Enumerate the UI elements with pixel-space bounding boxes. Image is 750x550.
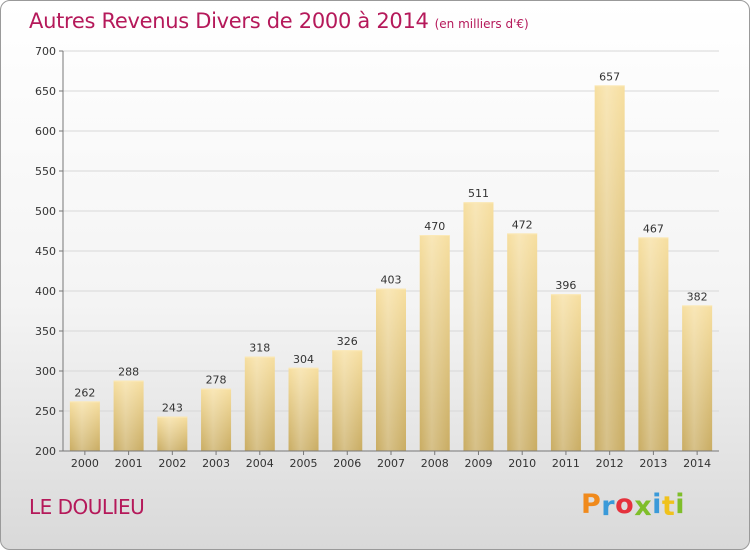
y-tick-label: 300	[35, 365, 56, 378]
bar-highlight	[113, 380, 144, 451]
logo-letter: t	[661, 491, 676, 522]
bar-highlight	[69, 401, 100, 451]
y-tick-label: 250	[35, 405, 56, 418]
y-tick-label: 500	[35, 205, 56, 218]
bar-highlight	[288, 367, 319, 451]
x-tick-label: 2014	[683, 457, 711, 470]
data-label: 467	[643, 222, 664, 235]
place-name: LE DOULIEU	[29, 495, 145, 519]
x-tick-label: 2001	[115, 457, 143, 470]
bar-highlight	[550, 294, 581, 451]
x-tick-label: 2008	[421, 457, 449, 470]
bar-highlight	[507, 233, 538, 451]
axes: 200 250 300 350 400 450 500 550 600 650 700 2000 200…	[35, 45, 719, 470]
x-tick-label: 2013	[639, 457, 667, 470]
data-label: 243	[162, 402, 183, 415]
logo-letter: o	[615, 489, 635, 520]
data-label: 511	[468, 187, 489, 200]
x-tick-label: 2007	[377, 457, 405, 470]
data-label: 278	[206, 374, 227, 387]
bar-highlight	[244, 356, 275, 451]
bar-highlight	[157, 416, 188, 451]
logo-letter: x	[634, 491, 653, 522]
data-label: 318	[249, 342, 270, 355]
chart-title: Autres Revenus Divers de 2000 à 2014 (en …	[29, 9, 529, 33]
y-tick-label: 400	[35, 285, 56, 298]
labels: 262 288 243 278 318 304 326 403 470 511 472 396 657 4…	[74, 70, 707, 414]
data-label: 403	[381, 274, 402, 287]
bar-highlight	[463, 202, 494, 451]
bar-highlight	[594, 85, 625, 452]
logo-letter: i	[675, 489, 686, 520]
x-tick-label: 2009	[464, 457, 492, 470]
x-tick-label: 2005	[290, 457, 318, 470]
data-label: 288	[118, 366, 139, 379]
logo-letter: i	[652, 489, 662, 520]
data-label: 262	[74, 386, 95, 399]
data-label: 326	[337, 335, 358, 348]
x-tick-label: 2011	[552, 457, 580, 470]
logo-letter: r	[601, 491, 616, 522]
bar-highlight	[419, 235, 450, 451]
logo-letter: P	[581, 489, 602, 520]
y-tick-label: 550	[35, 165, 56, 178]
data-label: 396	[555, 279, 576, 292]
data-label: 470	[424, 220, 445, 233]
x-tick-label: 2012	[596, 457, 624, 470]
data-label: 472	[512, 218, 533, 231]
bar-highlight	[682, 305, 713, 451]
x-tick-label: 2010	[508, 457, 536, 470]
bars	[69, 85, 713, 452]
y-tick-label: 700	[35, 45, 56, 58]
chart-title-text: Autres Revenus Divers de 2000 à 2014	[29, 9, 429, 33]
data-label: 382	[687, 290, 708, 303]
bar-highlight	[638, 237, 669, 451]
data-label: 304	[293, 353, 314, 366]
y-tick-label: 200	[35, 445, 56, 458]
chart-subtitle: (en milliers d'€)	[434, 17, 529, 31]
bar-highlight	[332, 350, 363, 451]
proxiti-logo: Proxiti	[581, 489, 686, 522]
data-label: 657	[599, 70, 620, 83]
x-tick-label: 2002	[158, 457, 186, 470]
x-tick-label: 2004	[246, 457, 274, 470]
bar-highlight	[376, 288, 406, 451]
y-tick-label: 600	[35, 125, 56, 138]
x-tick-label: 2003	[202, 457, 230, 470]
y-tick-label: 650	[35, 85, 56, 98]
x-tick-label: 2000	[71, 457, 99, 470]
bar-highlight	[201, 388, 232, 451]
x-tick-label: 2006	[333, 457, 361, 470]
y-tick-label: 350	[35, 325, 56, 338]
y-tick-label: 450	[35, 245, 56, 258]
